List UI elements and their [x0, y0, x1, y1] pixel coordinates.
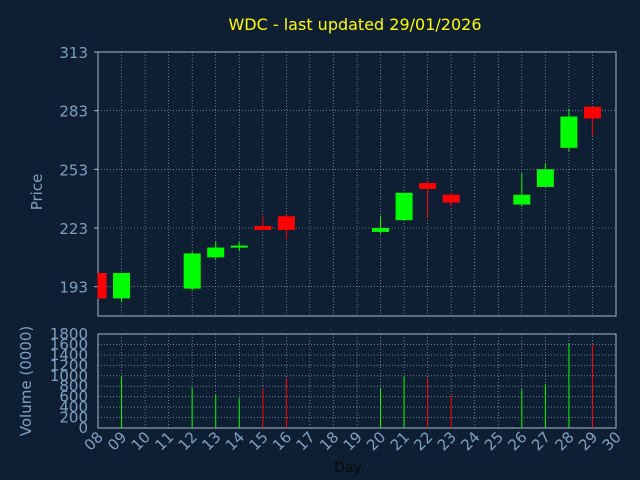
price-panel: 193 223 253 283 313: [59, 44, 617, 317]
candle-body: [419, 183, 437, 189]
volume-tick-label: 200: [59, 409, 88, 427]
candle-body: [395, 192, 413, 221]
volume-axis-label: Volume (0000): [17, 326, 35, 436]
candle-body: [113, 272, 131, 299]
volume-tick-label: 1600: [50, 335, 88, 353]
volume-tick-label: 0: [78, 419, 88, 437]
candle-body: [583, 106, 601, 119]
price-tick-label: 223: [59, 220, 88, 238]
volume-tick-label: 600: [59, 388, 88, 406]
candle-body: [372, 228, 390, 232]
candle-body: [560, 116, 578, 148]
volume-tick-label: 1200: [50, 356, 88, 374]
candle-body: [98, 272, 107, 299]
volume-tick-label: 1800: [50, 325, 88, 343]
day-axis-label: Day: [334, 460, 362, 476]
volume-tick-label: 1400: [50, 346, 88, 364]
candle-body: [183, 253, 201, 289]
candle-body: [207, 247, 225, 258]
price-tick-label: 283: [59, 103, 88, 121]
candle-body: [536, 169, 554, 187]
candle-body: [277, 216, 295, 230]
candle-body: [230, 245, 248, 248]
volume-tick-label: 1000: [50, 367, 88, 385]
chart-title: WDC - last updated 29/01/2026: [228, 15, 481, 34]
price-tick-label: 193: [59, 279, 88, 297]
price-tick-label: 313: [59, 44, 88, 62]
candle-body: [254, 226, 272, 230]
price-tick-label: 253: [59, 161, 88, 179]
candle-body: [513, 194, 531, 205]
volume-tick-label: 400: [59, 398, 88, 416]
price-axis-label: Price: [28, 174, 46, 211]
candle-body: [442, 194, 460, 203]
volume-tick-label: 800: [59, 377, 88, 395]
